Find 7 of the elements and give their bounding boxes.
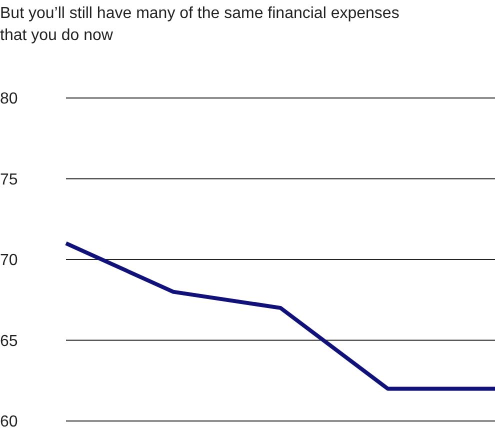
y-tick-label: 60 bbox=[0, 414, 18, 428]
chart-title: But you’ll still have many of the same financial expenses that you do now bbox=[0, 5, 400, 44]
y-tick-label: 75 bbox=[0, 171, 18, 188]
y-tick-label: 65 bbox=[0, 332, 18, 350]
y-tick-label: 80 bbox=[0, 90, 18, 108]
line-series bbox=[64, 241, 495, 391]
y-tick-label: 70 bbox=[0, 252, 18, 270]
